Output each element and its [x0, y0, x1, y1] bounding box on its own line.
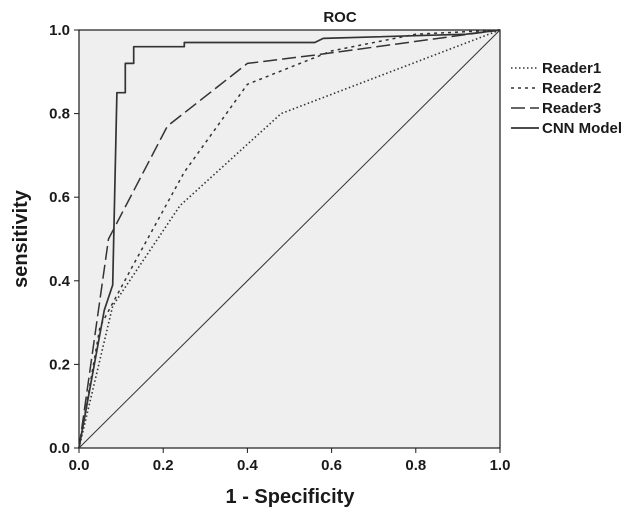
y-tick-label: 0.0 — [49, 440, 70, 457]
legend: Reader1 Reader2 Reader3 CNN Model — [511, 60, 622, 137]
y-tick-label: 1.0 — [49, 22, 70, 39]
reference-diagonal-line — [78, 29, 501, 449]
series-line-2 — [78, 29, 501, 449]
legend-label-0: Reader1 — [542, 60, 601, 77]
legend-label-3: CNN Model — [542, 120, 622, 137]
series-line-1 — [78, 29, 501, 449]
x-tick-label: 0.2 — [153, 457, 174, 474]
chart-title: ROC — [323, 9, 357, 26]
x-tick-label: 0.6 — [321, 457, 342, 474]
x-tick-label: 0.8 — [405, 457, 426, 474]
x-axis-title: 1 - Specificity — [226, 486, 356, 508]
y-axis-title: sensitivity — [10, 189, 32, 288]
legend-label-2: Reader3 — [542, 100, 601, 117]
series-layer — [78, 29, 501, 449]
x-tick-label: 1.0 — [490, 457, 511, 474]
series-line-3 — [78, 29, 501, 449]
series-line-0 — [78, 29, 501, 449]
y-tick-label: 0.2 — [49, 356, 70, 373]
x-tick-label: 0.0 — [69, 457, 90, 474]
y-tick-label: 0.8 — [49, 106, 70, 123]
legend-label-1: Reader2 — [542, 80, 601, 97]
y-tick-label: 0.6 — [49, 189, 70, 206]
ticks-layer: 0.0 0.2 0.4 0.6 0.8 1.0 0.0 0.2 0.4 0.6 0.8 1.0 — [49, 22, 510, 474]
x-tick-label: 0.4 — [237, 457, 259, 474]
y-tick-label: 0.4 — [49, 273, 71, 290]
